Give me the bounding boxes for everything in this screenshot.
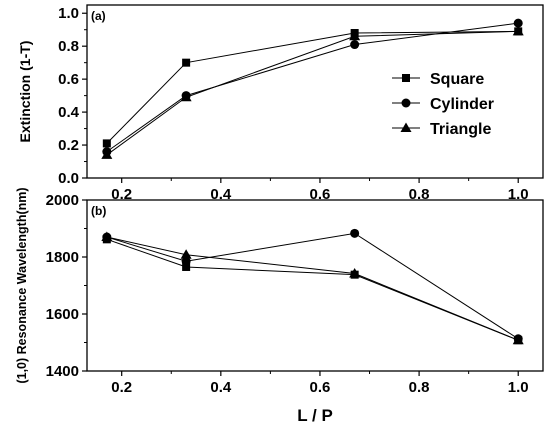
panel-a-x-tick-label: 0.8	[409, 186, 430, 203]
panel-b-series-line-triangle	[106, 236, 519, 341]
legend-marker-cylinder	[401, 98, 411, 108]
panel-b-y-tick-label: 1600	[46, 306, 79, 323]
panel-a-x-tick-label: 0.6	[310, 186, 331, 203]
panel-a-y-axis-title: Extinction (1-T)	[17, 41, 33, 143]
panel-a-label: (a)	[91, 9, 106, 23]
panel-b-point-triangle	[101, 231, 113, 242]
panel-b-label: (b)	[91, 204, 106, 218]
panel-b-point-cylinder	[350, 228, 360, 238]
panel-b-series-line-cylinder	[106, 232, 519, 340]
panel-b-x-tick-label: 0.6	[310, 379, 331, 396]
panel-a-y-tick-label: 0.6	[58, 71, 79, 88]
panel-a-point-cylinder	[513, 18, 523, 28]
panel-b-point-triangle	[349, 268, 361, 278]
panel-b-y-axis-title: (1,0) Resonance Wavelength(nm)	[15, 187, 29, 383]
panel-b-point-triangle	[512, 334, 524, 345]
panel-a-frame	[86, 4, 544, 179]
panel-a-point-triangle	[101, 149, 113, 159]
panel-a-x-tick-label: 0.2	[111, 186, 132, 203]
panel-b-x-tick-label: 0.8	[409, 379, 430, 396]
legend-marker-triangle	[400, 122, 412, 132]
panel-b-x-tick-label: 0.4	[210, 379, 232, 396]
panel-b-y-tick-label: 1400	[46, 363, 79, 380]
panel-b-point-square	[182, 262, 191, 271]
panel-a-x-tick-label: 0.4	[210, 186, 232, 203]
panel-a-point-triangle	[512, 25, 524, 36]
panel-a-point-square	[182, 58, 191, 67]
panel-a-point-cylinder	[350, 40, 360, 50]
panel-a-point-triangle	[349, 30, 361, 41]
panel-b-point-cylinder	[181, 256, 191, 266]
panel-a-point-triangle	[180, 91, 192, 102]
panel-b-point-triangle	[180, 249, 192, 259]
panel-a-series-line-triangle	[106, 30, 519, 156]
panel-a-x-tick-label: 1.0	[508, 186, 529, 203]
panel-b-series-line-square	[106, 238, 519, 341]
panel-a-series-line-square	[106, 30, 519, 144]
panel-a-y-tick-label: 0.4	[58, 104, 80, 121]
panel-b-x-tick-label: 0.2	[111, 379, 132, 396]
legend-marker-square	[402, 74, 410, 82]
panel-b-y-tick-label: 2000	[46, 192, 79, 209]
panel-a-y-tick-label: 0.8	[58, 38, 79, 55]
legend-label-cylinder: Cylinder	[430, 96, 494, 113]
legend-label-triangle: Triangle	[430, 121, 491, 138]
panel-a-y-tick-label: 0.0	[58, 170, 79, 187]
legend-label-square: Square	[430, 71, 484, 88]
panel-a-point-square	[102, 139, 111, 148]
panel-a-y-tick-label: 1.0	[58, 5, 79, 22]
panel-b-frame	[86, 199, 544, 372]
panel-b-y-tick-label: 1800	[46, 249, 79, 266]
x-axis-title: L / P	[297, 406, 333, 425]
panel-b-x-tick-label: 1.0	[508, 379, 529, 396]
panel-a-y-tick-label: 0.2	[58, 137, 79, 154]
